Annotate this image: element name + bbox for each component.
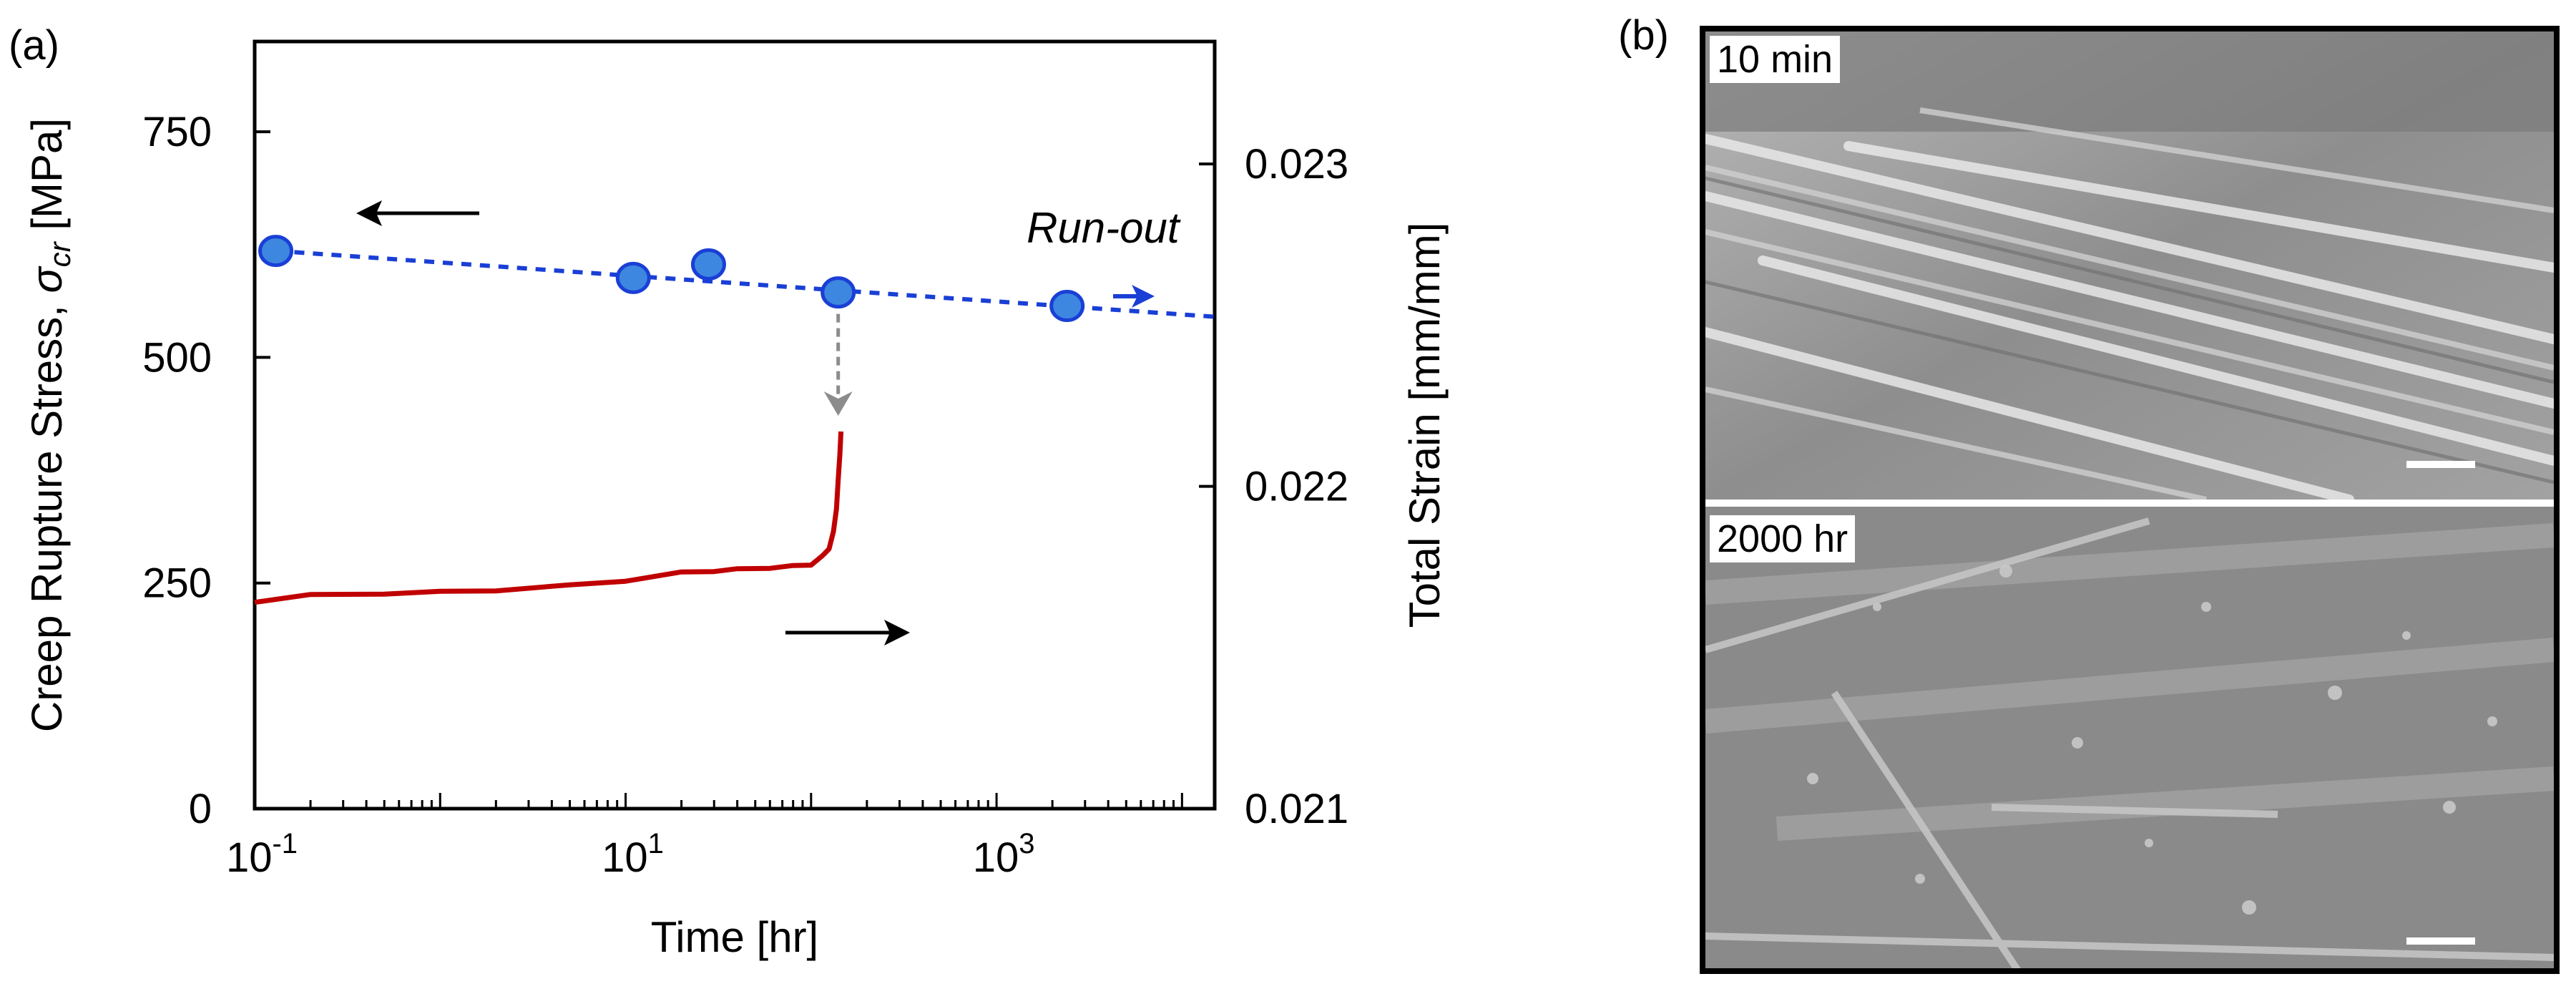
left-y-axis-title: Creep Rupture Stress, σcr [MPa]	[23, 118, 77, 732]
run-out-annotation: Run-out	[1027, 204, 1181, 252]
x-tick-label: 101	[602, 828, 664, 881]
creep-chart: 0 250 500 750 0.021 0.022 0.023 10-1 101…	[23, 39, 1449, 961]
image-divider	[1705, 500, 2554, 507]
x-tick-label: 10-1	[226, 828, 298, 881]
left-y-tick-label: 500	[142, 334, 212, 381]
x-axis-title: Time [hr]	[651, 913, 818, 961]
right-y-tick-label: 0.021	[1245, 786, 1348, 832]
left-y-tick-label: 750	[142, 109, 212, 155]
plot-frame	[253, 39, 1217, 811]
panel-a-label: (a)	[9, 22, 59, 69]
x-tick-labels: 10-1 101 103	[226, 828, 1035, 881]
right-y-tick-label: 0.022	[1245, 464, 1348, 510]
sem-micrograph-panel: 10 min 2000 hr	[1700, 26, 2560, 974]
x-tick-label: 103	[973, 828, 1035, 881]
sem-label-10min: 10 min	[1710, 36, 1841, 83]
failure-link-arrow	[823, 313, 853, 416]
right-axis-arrow-head	[884, 620, 910, 645]
stress-data-point	[258, 235, 294, 268]
total-strain-curve	[254, 431, 844, 605]
sem-image-2000hr	[1705, 507, 2554, 968]
stress-data-point	[821, 276, 856, 309]
right-y-tick-label: 0.023	[1245, 141, 1348, 187]
left-y-tick-label: 0	[189, 786, 212, 832]
stress-data-point	[1049, 290, 1085, 323]
axis-ticks	[253, 130, 1215, 810]
stress-data-point	[690, 248, 726, 281]
sem-image-10min	[1705, 31, 2554, 505]
left-y-tick-label: 250	[142, 560, 212, 607]
sem-label-2000hr: 2000 hr	[1710, 515, 1856, 562]
stress-data-point	[615, 261, 651, 294]
right-y-tick-labels: 0.021 0.022 0.023	[1245, 141, 1348, 832]
left-axis-arrow-head	[356, 200, 382, 226]
run-out-arrow	[1113, 285, 1155, 308]
panel-b-label: (b)	[1618, 12, 1669, 59]
right-y-axis-title: Total Strain [mm/mm]	[1401, 223, 1449, 628]
left-y-tick-labels: 0 250 500 750	[142, 109, 212, 832]
